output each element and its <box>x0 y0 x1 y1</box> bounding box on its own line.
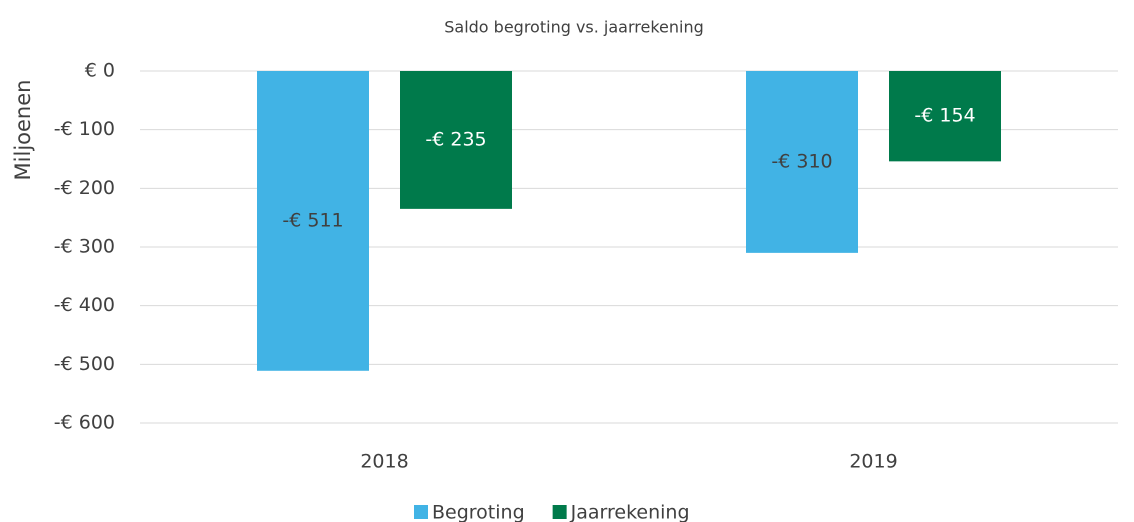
x-tick-label: 2019 <box>849 451 897 473</box>
legend-label: Jaarrekening <box>570 502 690 522</box>
y-tick-label: -€ 200 <box>54 177 115 199</box>
legend-label: Begroting <box>432 502 525 522</box>
bar <box>889 71 1001 162</box>
data-label: -€ 511 <box>282 209 343 231</box>
bar <box>257 71 369 371</box>
data-label: -€ 310 <box>771 150 832 172</box>
y-axis-label: Miljoenen <box>11 80 35 181</box>
y-tick-label: -€ 600 <box>54 412 115 434</box>
legend-swatch <box>414 505 428 519</box>
legend-swatch <box>552 505 567 519</box>
y-tick-label: -€ 400 <box>54 294 115 316</box>
y-tick-label: -€ 300 <box>54 236 115 258</box>
bar <box>400 71 512 209</box>
y-tick-label: -€ 500 <box>54 353 115 375</box>
y-tick-label: -€ 100 <box>54 118 115 140</box>
chart-title: Saldo begroting vs. jaarrekening <box>444 18 704 37</box>
x-tick-label: 2018 <box>360 451 408 473</box>
y-tick-label: € 0 <box>85 60 115 82</box>
data-label: -€ 154 <box>914 105 975 127</box>
data-label: -€ 235 <box>425 128 486 150</box>
bar <box>746 71 858 253</box>
